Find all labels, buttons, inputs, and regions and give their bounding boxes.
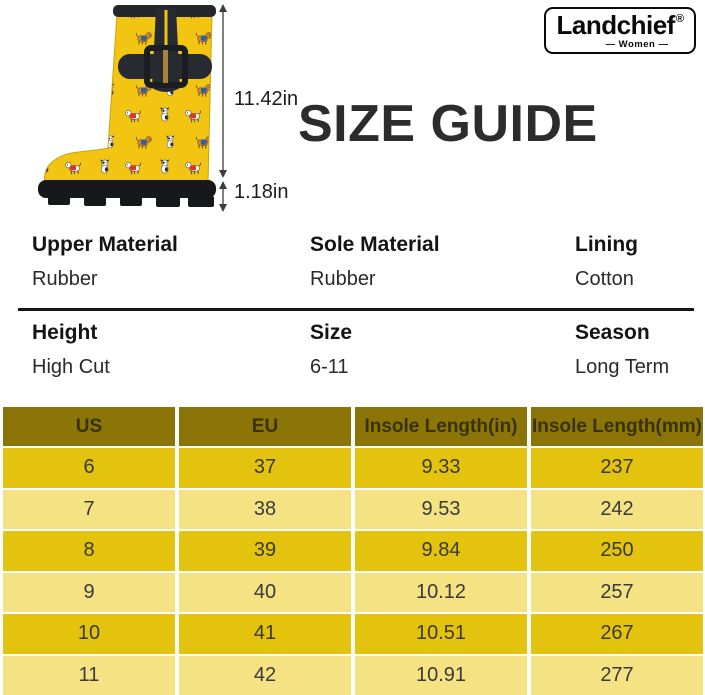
boot-illustration [38, 5, 216, 207]
size-table-header-us: US [3, 407, 175, 446]
product-photo-boot [0, 0, 230, 225]
spec-value-size: 6-11 [310, 356, 349, 378]
table-cell: 8 [3, 531, 175, 571]
table-cell: 38 [179, 489, 351, 529]
size-table-header-insole-in: Insole Length(in) [355, 407, 527, 446]
table-cell: 242 [531, 489, 703, 529]
section-divider [18, 308, 694, 311]
spec-label-size: Size [310, 321, 353, 344]
table-cell: 6 [3, 448, 175, 488]
size-table-header-insole-mm: Insole Length(mm) [531, 407, 703, 446]
table-cell: 9.33 [355, 448, 527, 488]
spec-label-height: Height [32, 321, 98, 344]
table-cell: 40 [179, 572, 351, 612]
spec-value-height: High Cut [32, 356, 110, 378]
brand-subtitle: — Women — [605, 38, 669, 50]
shaft-height-label: 11.42in [234, 88, 299, 110]
table-cell: 37 [179, 448, 351, 488]
table-cell: 237 [531, 448, 703, 488]
table-cell: 39 [179, 531, 351, 571]
boot-buckle [144, 45, 188, 88]
table-cell: 42 [179, 655, 351, 695]
table-cell: 9 [3, 572, 175, 612]
spec-label-sole-material: Sole Material [310, 233, 440, 256]
spec-label-season: Season [575, 321, 650, 344]
table-cell: 41 [179, 614, 351, 654]
table-cell: 10.91 [355, 655, 527, 695]
size-table-header-eu: EU [179, 407, 351, 446]
brand-name: Landchief® [556, 9, 684, 40]
table-cell: 10 [3, 614, 175, 654]
table-cell: 10.12 [355, 572, 527, 612]
boot-sole [38, 180, 216, 198]
table-cell: 257 [531, 572, 703, 612]
table-cell: 11 [3, 655, 175, 695]
registered-mark: ® [675, 12, 684, 25]
table-cell: 267 [531, 614, 703, 654]
table-cell: 9.53 [355, 489, 527, 529]
table-cell: 7 [3, 489, 175, 529]
spec-label-upper-material: Upper Material [32, 233, 178, 256]
spec-value-sole-material: Rubber [310, 268, 376, 290]
sole-height-label: 1.18in [234, 181, 289, 203]
table-cell: 250 [531, 531, 703, 571]
table-cell: 10.51 [355, 614, 527, 654]
spec-label-lining: Lining [575, 233, 638, 256]
brand-logo: Landchief® — Women — [544, 7, 696, 54]
measurement-arrows [219, 4, 227, 212]
spec-value-season: Long Term [575, 356, 670, 378]
table-cell: 277 [531, 655, 703, 695]
spec-value-lining: Cotton [575, 268, 634, 290]
page-title: SIZE GUIDE [298, 95, 598, 153]
spec-value-upper-material: Rubber [32, 268, 98, 290]
boot-body [44, 13, 213, 184]
table-cell: 9.84 [355, 531, 527, 571]
size-table: US EU Insole Length(in) Insole Length(mm… [3, 407, 703, 695]
